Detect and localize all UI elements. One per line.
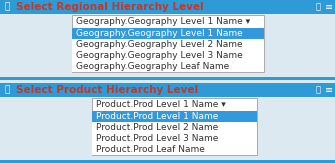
Bar xyxy=(92,111,257,155)
Bar xyxy=(0,83,335,163)
Text: Geography.Geography Level 1 Name ▾: Geography.Geography Level 1 Name ▾ xyxy=(76,17,250,26)
Text: ≡: ≡ xyxy=(325,2,333,12)
Bar xyxy=(0,0,335,80)
Text: ≡: ≡ xyxy=(325,85,333,95)
Text: Geography.Geography Leaf Name: Geography.Geography Leaf Name xyxy=(76,62,229,71)
Bar xyxy=(0,160,335,163)
Bar xyxy=(92,144,257,155)
Text: Product.Prod Level 3 Name: Product.Prod Level 3 Name xyxy=(96,134,218,143)
Text: ⤢: ⤢ xyxy=(316,86,321,95)
Text: Geography.Geography Level 2 Name: Geography.Geography Level 2 Name xyxy=(76,40,243,49)
Bar xyxy=(0,0,335,14)
Text: Select Regional Hierarchy Level: Select Regional Hierarchy Level xyxy=(16,2,204,12)
Text: Product.Prod Level 2 Name: Product.Prod Level 2 Name xyxy=(96,123,218,132)
Text: Product.Prod Level 1 Name ▾: Product.Prod Level 1 Name ▾ xyxy=(96,100,226,109)
Bar xyxy=(92,133,257,144)
Bar xyxy=(0,97,335,163)
Bar xyxy=(72,15,264,28)
Text: ⓘ: ⓘ xyxy=(4,86,10,95)
Bar xyxy=(0,77,335,80)
Bar xyxy=(72,50,264,61)
Bar xyxy=(72,61,264,72)
Bar xyxy=(72,28,264,39)
Text: Product.Prod Level 1 Name: Product.Prod Level 1 Name xyxy=(96,112,218,121)
Text: ⓘ: ⓘ xyxy=(4,2,10,12)
Text: Select Product Hierarchy Level: Select Product Hierarchy Level xyxy=(16,85,198,95)
Text: Product.Prod Leaf Name: Product.Prod Leaf Name xyxy=(96,145,205,154)
Text: ⤢: ⤢ xyxy=(316,2,321,12)
Text: Geography.Geography Level 3 Name: Geography.Geography Level 3 Name xyxy=(76,51,243,60)
Bar xyxy=(92,122,257,133)
Text: Geography.Geography Level 1 Name: Geography.Geography Level 1 Name xyxy=(76,29,243,38)
Bar xyxy=(0,83,335,97)
Bar xyxy=(72,28,264,72)
Bar xyxy=(0,14,335,80)
Bar xyxy=(92,98,257,111)
Bar xyxy=(92,111,257,122)
Bar xyxy=(72,39,264,50)
